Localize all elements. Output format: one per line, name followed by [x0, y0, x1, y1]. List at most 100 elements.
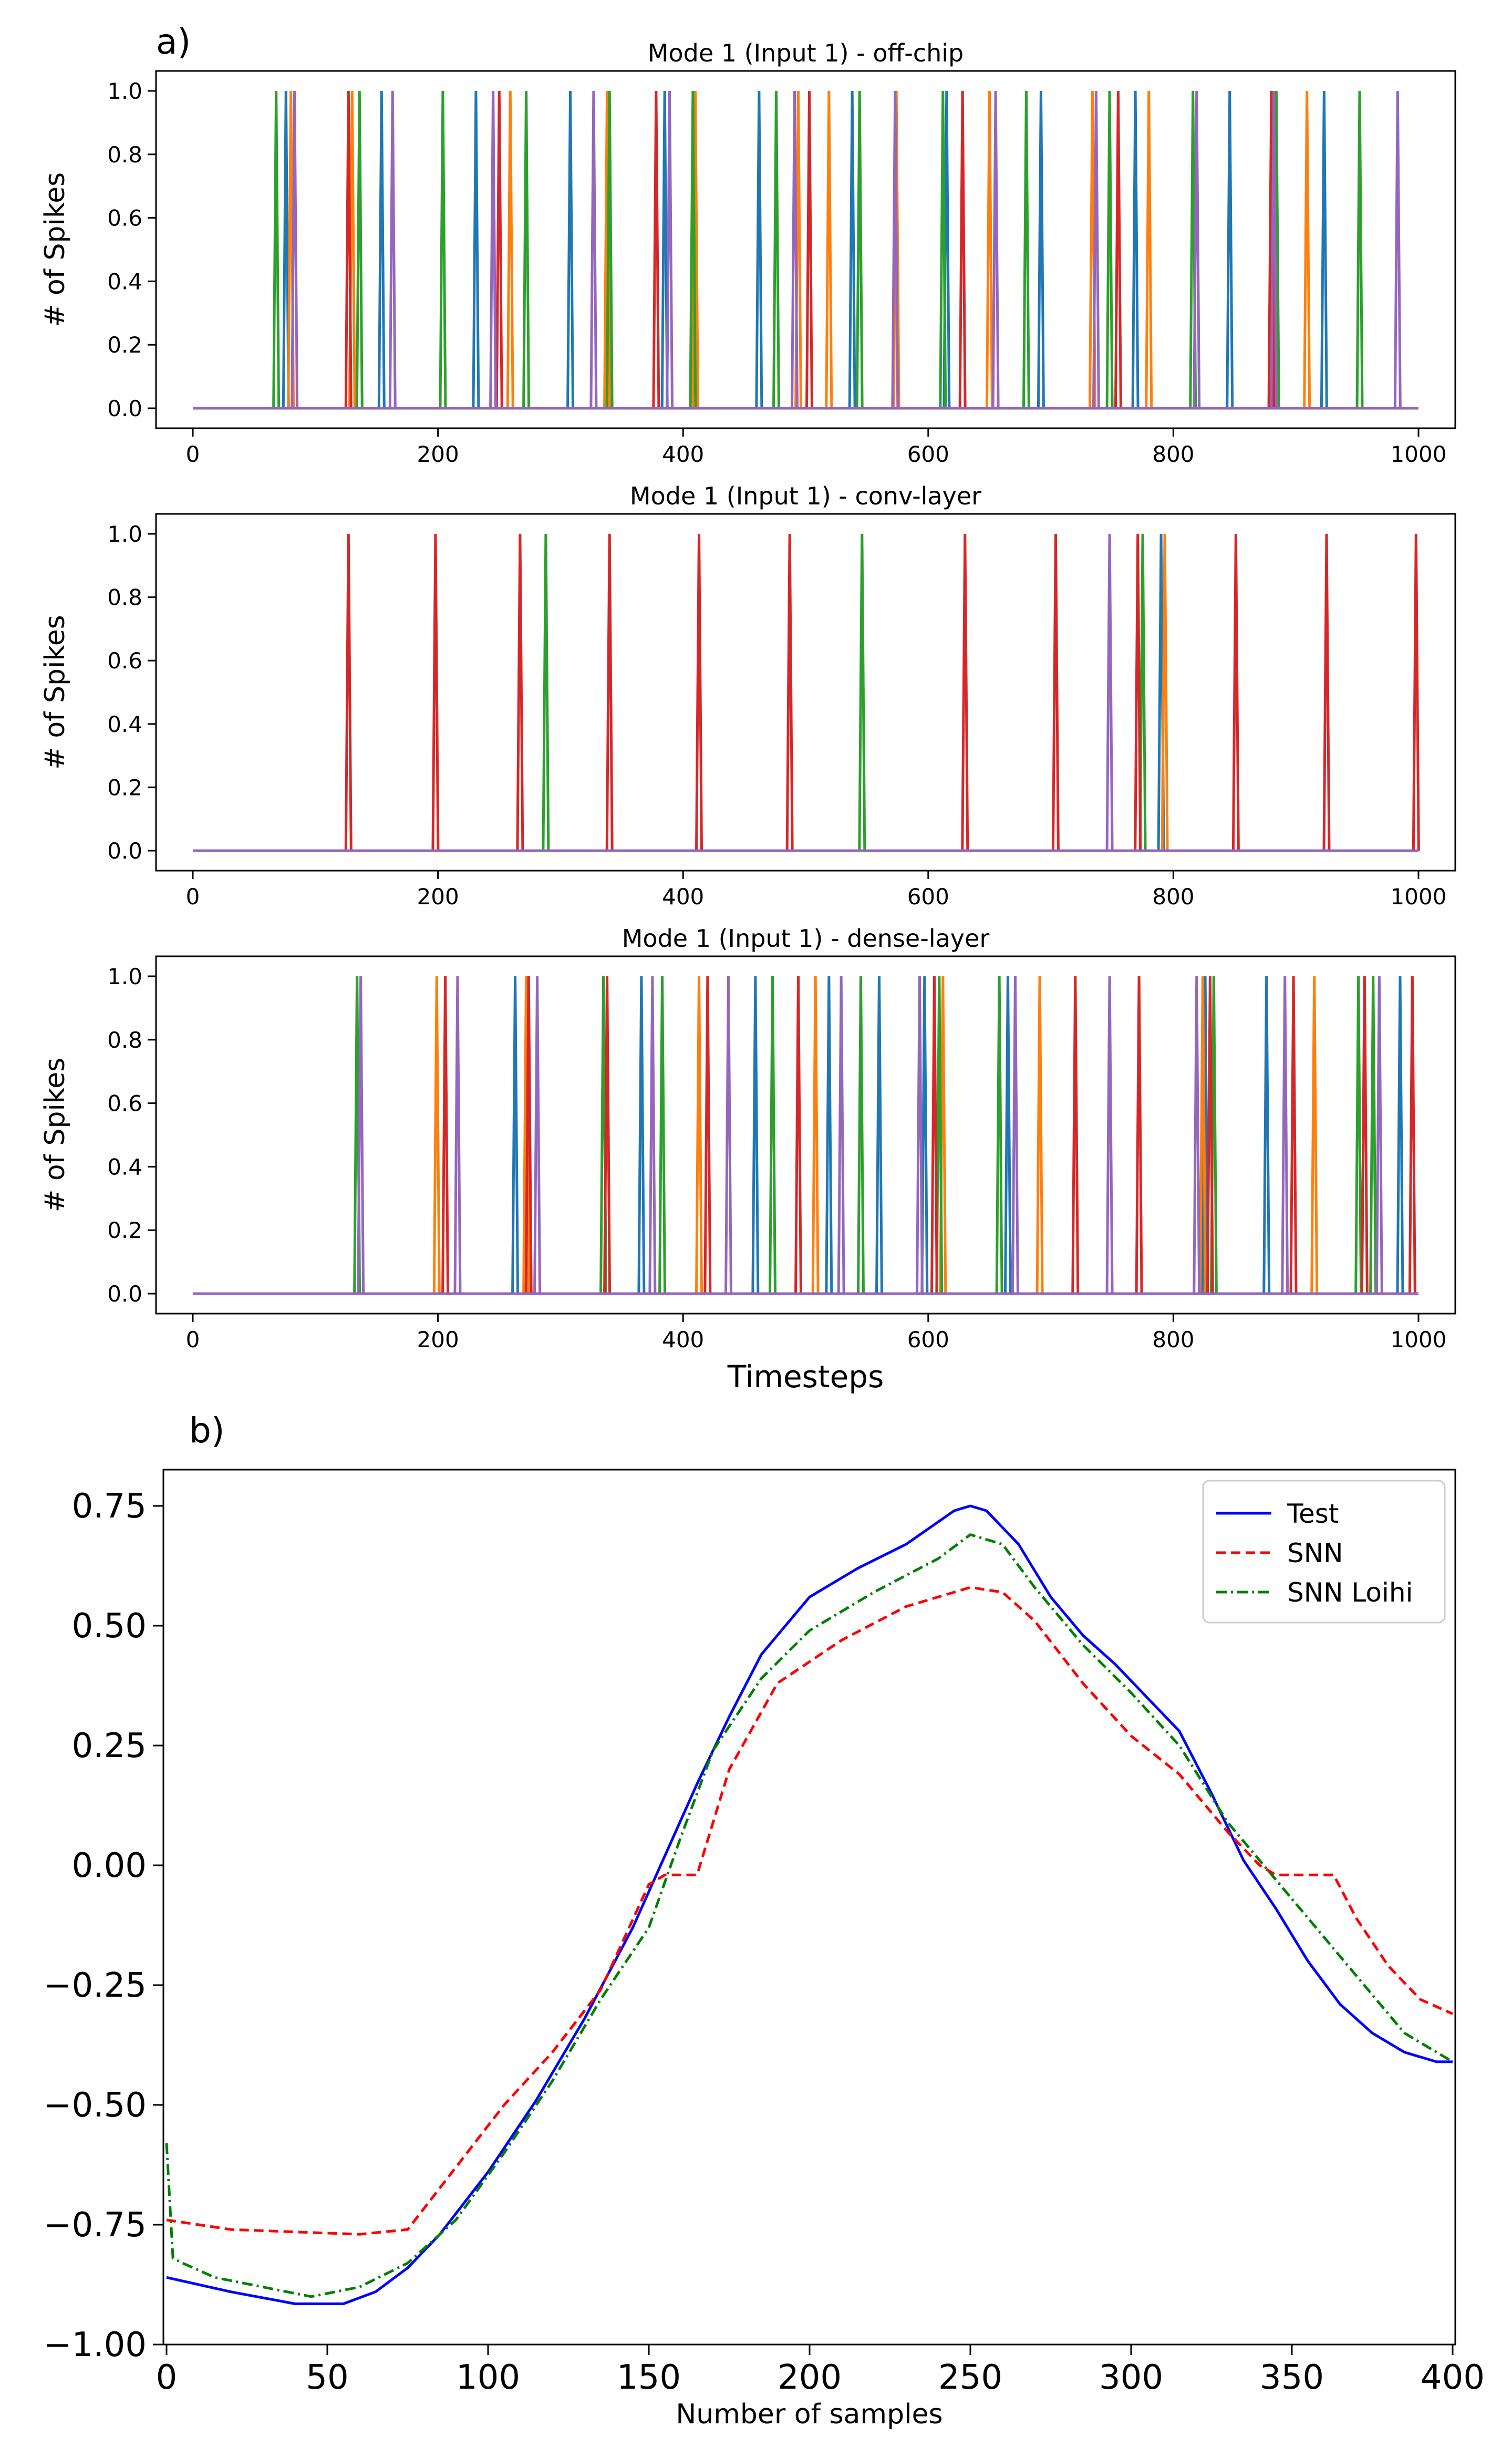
chart-offchip-frame — [155, 70, 1456, 429]
chart-offchip-series-0-spike — [1037, 90, 1045, 409]
chart-dense-series-4-spike — [1193, 976, 1201, 1294]
chart-offchip-series-4-spike — [589, 90, 598, 409]
chart-dense-series-4-spike — [1281, 976, 1289, 1294]
chart-dense-series-2-spike — [856, 976, 865, 1294]
chart-offchip-series-4-spike — [991, 90, 1000, 409]
chart-dense-series-0-spike — [637, 976, 646, 1294]
chart-b-xtick-label: 150 — [617, 2358, 681, 2397]
chart-dense-series-2-spike — [935, 976, 944, 1294]
chart-conv-ytick-label: 0.6 — [107, 648, 142, 674]
chart-conv-series-3-spike — [431, 533, 440, 851]
chart-dense-series-3-spike — [1360, 976, 1369, 1294]
chart-offchip-xtick-label: 400 — [662, 441, 704, 467]
chart-b-ytick-label: −0.50 — [44, 2086, 147, 2125]
chart-dense-series-4-spike — [1375, 976, 1383, 1294]
chart-dense-xtick-label: 0 — [186, 1327, 200, 1352]
chart-dense-xtick-label: 200 — [417, 1327, 459, 1352]
chart-dense-series-3-spike — [703, 976, 712, 1294]
chart-offchip-series-2-spike — [855, 90, 864, 409]
chart-dense-series-3-spike — [603, 976, 612, 1294]
chart-offchip-series-1-spike — [506, 90, 514, 409]
chart-conv-frame — [155, 513, 1456, 872]
chart-conv-series-3-spike — [1412, 533, 1420, 851]
chart-offchip-series-1-spike — [1303, 90, 1311, 409]
chart-offchip-ytick-label: 0.8 — [107, 142, 142, 168]
chart-dense-series-0-spike — [1396, 976, 1404, 1294]
chart-conv-series-3-spike — [344, 533, 353, 851]
chart-conv-series-4-spike — [1105, 533, 1114, 851]
chart-offchip-series-4-spike — [1270, 90, 1278, 409]
chart-offchip-series-3-spike — [958, 90, 967, 409]
chart-dense-series-4-spike — [453, 976, 462, 1294]
chart-dense-series-2-spike — [995, 976, 1003, 1294]
chart-offchip-series-2-spike — [1022, 90, 1030, 409]
chart-offchip-ytick-label: 0.4 — [107, 269, 142, 294]
chart-dense-title: Mode 1 (Input 1) - dense-layer — [622, 924, 990, 953]
chart-conv-xtick-label: 800 — [1152, 884, 1194, 910]
chart-conv-ytick-label: 1.0 — [107, 521, 142, 547]
chart-offchip-ytick-label: 0.6 — [107, 205, 142, 231]
chart-dense-xtick-label: 1000 — [1391, 1327, 1447, 1352]
chart-dense-series-3-spike — [930, 976, 938, 1294]
chart-b-legend-label: SNN — [1287, 1538, 1343, 1568]
chart-b-ytick-label: 0.25 — [72, 1727, 147, 1765]
chart-offchip-ytick-label: 0.0 — [107, 396, 142, 421]
chart-offchip-series-3-spike — [652, 90, 660, 409]
chart-b-xtick-label: 200 — [778, 2358, 842, 2397]
chart-offchip-series-4-spike — [666, 90, 674, 409]
chart-conv-xtick-label: 600 — [907, 884, 949, 910]
chart-offchip-series-4-spike — [1193, 90, 1201, 409]
chart-offchip-series-0-spike — [848, 90, 856, 409]
chart-offchip-series-0-spike — [1320, 90, 1328, 409]
chart-offchip-series-2-spike — [939, 90, 947, 409]
chart-conv-series-3-spike — [1231, 533, 1240, 851]
chart-dense-series-0-spike — [511, 976, 520, 1294]
chart-dense-series-0-spike — [825, 976, 833, 1294]
chart-dense-ylabel: # of Spikes — [39, 1058, 71, 1213]
chart-conv-series-3-spike — [961, 533, 969, 851]
chart-b-xtick-label: 0 — [156, 2358, 178, 2397]
chart-conv-series-3-spike — [1134, 533, 1142, 851]
chart-b-xtick-label: 250 — [938, 2358, 1002, 2397]
chart-offchip-series-3-spike — [805, 90, 813, 409]
chart-dense-xtick-label: 800 — [1152, 1327, 1194, 1352]
chart-offchip-xtick-label: 0 — [186, 441, 200, 467]
chart-offchip-series-4-spike — [1393, 90, 1402, 409]
chart-conv-series-1-spike — [1161, 533, 1169, 851]
chart-offchip-series-0-spike — [1226, 90, 1234, 409]
chart-dense-xlabel: Timesteps — [727, 1359, 884, 1395]
chart-offchip-series-4-spike — [1092, 90, 1100, 409]
chart-offchip-series-0-spike — [566, 90, 575, 409]
panel-b-label: b) — [189, 1410, 225, 1451]
chart-dense-series-2-spike — [658, 976, 667, 1294]
chart-dense-series-4-spike — [915, 976, 924, 1294]
chart-offchip-series-4-spike — [891, 90, 899, 409]
chart-dense-series-4-spike — [648, 976, 657, 1294]
chart-dense-series-1-spike — [1035, 976, 1044, 1294]
chart-b-legend-box — [1202, 1480, 1446, 1624]
chart-dense-ytick-label: 0.8 — [107, 1027, 142, 1053]
chart-b-legend-label: Test — [1287, 1499, 1339, 1529]
chart-dense-ytick-label: 0.0 — [107, 1281, 142, 1307]
chart-conv-series-2-spike — [1138, 533, 1147, 851]
chart-b-ytick-label: −0.25 — [44, 1966, 147, 2005]
chart-offchip-ylabel: # of Spikes — [39, 172, 71, 327]
chart-b-xtick-label: 350 — [1260, 2358, 1324, 2397]
chart-dense-series-3-spike — [1206, 976, 1214, 1294]
chart-b-frame — [162, 1469, 1456, 2346]
chart-dense-series-3-spike — [524, 976, 533, 1294]
chart-offchip-title: Mode 1 (Input 1) - off-chip — [648, 39, 964, 67]
chart-offchip-series-4-spike — [291, 90, 299, 409]
chart-offchip-series-2-spike — [605, 90, 614, 409]
chart-conv-xtick-label: 1000 — [1391, 884, 1447, 910]
chart-offchip-series-2-spike — [1355, 90, 1364, 409]
chart-offchip-series-2-spike — [522, 90, 531, 409]
chart-dense-series-1-spike — [811, 976, 820, 1294]
chart-conv-series-3-spike — [1322, 533, 1331, 851]
chart-dense-ytick-label: 0.6 — [107, 1091, 142, 1117]
chart-offchip-series-1-spike — [985, 90, 993, 409]
chart-conv-series-2-spike — [858, 533, 866, 851]
chart-dense-series-3-spike — [1289, 976, 1298, 1294]
chart-b-series-test — [166, 1504, 1453, 2305]
chart-offchip-series-1-spike — [825, 90, 833, 409]
